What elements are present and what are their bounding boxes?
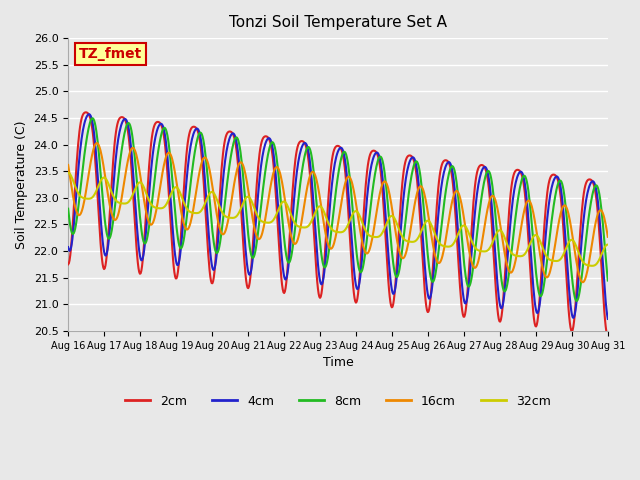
Text: TZ_fmet: TZ_fmet [79, 47, 142, 61]
Y-axis label: Soil Temperature (C): Soil Temperature (C) [15, 120, 28, 249]
Title: Tonzi Soil Temperature Set A: Tonzi Soil Temperature Set A [229, 15, 447, 30]
Legend: 2cm, 4cm, 8cm, 16cm, 32cm: 2cm, 4cm, 8cm, 16cm, 32cm [120, 390, 556, 413]
X-axis label: Time: Time [323, 356, 353, 369]
